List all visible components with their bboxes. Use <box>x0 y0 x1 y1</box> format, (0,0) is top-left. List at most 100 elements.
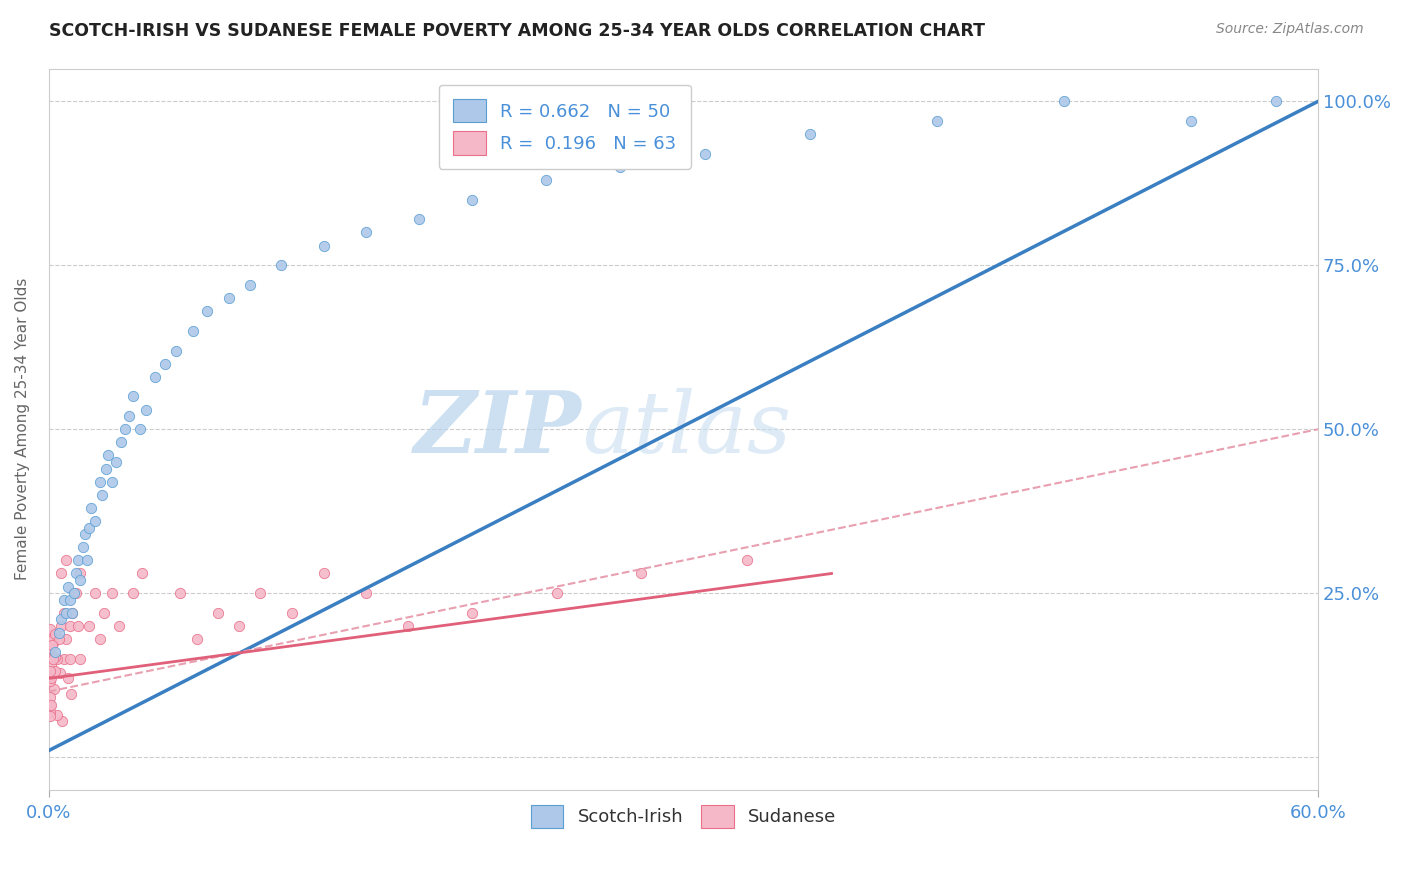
Point <box>408 212 430 227</box>
Point <box>1264 95 1286 109</box>
Point <box>38 690 60 704</box>
Text: ZIP: ZIP <box>413 387 582 471</box>
Point <box>609 160 631 174</box>
Point <box>143 369 166 384</box>
Point <box>228 619 250 633</box>
Point <box>46 652 69 666</box>
Point <box>69 573 91 587</box>
Point <box>118 409 141 423</box>
Point <box>534 173 557 187</box>
Point <box>927 114 949 128</box>
Point <box>44 645 66 659</box>
Point <box>56 580 79 594</box>
Point <box>461 606 484 620</box>
Point <box>67 553 90 567</box>
Point <box>52 606 75 620</box>
Point <box>60 606 83 620</box>
Point <box>80 500 103 515</box>
Point <box>41 629 63 643</box>
Point <box>312 566 335 581</box>
Point <box>60 606 83 620</box>
Point <box>44 664 66 678</box>
Point <box>107 619 129 633</box>
Point <box>42 632 65 646</box>
Point <box>55 553 77 567</box>
Point <box>38 708 60 723</box>
Point <box>59 619 82 633</box>
Point <box>39 664 62 678</box>
Point <box>89 632 111 646</box>
Point <box>101 586 124 600</box>
Point <box>89 475 111 489</box>
Point <box>354 226 377 240</box>
Text: atlas: atlas <box>582 388 792 471</box>
Point <box>1053 95 1076 109</box>
Point <box>546 586 568 600</box>
Point <box>72 541 94 555</box>
Point <box>42 636 65 650</box>
Point <box>39 641 62 656</box>
Point <box>281 606 304 620</box>
Point <box>197 304 219 318</box>
Point <box>270 258 292 272</box>
Point <box>94 461 117 475</box>
Point <box>59 652 82 666</box>
Point <box>44 626 66 640</box>
Point <box>69 652 91 666</box>
Point <box>84 514 107 528</box>
Point <box>39 699 62 714</box>
Point <box>249 586 271 600</box>
Point <box>90 488 112 502</box>
Point <box>354 586 377 600</box>
Point <box>122 389 145 403</box>
Point <box>101 475 124 489</box>
Point <box>46 707 69 722</box>
Point <box>97 449 120 463</box>
Point <box>153 357 176 371</box>
Point <box>218 291 240 305</box>
Point <box>128 422 150 436</box>
Point <box>39 698 62 712</box>
Point <box>76 553 98 567</box>
Point <box>55 606 77 620</box>
Point <box>131 566 153 581</box>
Point <box>84 586 107 600</box>
Point <box>461 193 484 207</box>
Point <box>73 527 96 541</box>
Point <box>165 343 187 358</box>
Point <box>799 127 821 141</box>
Point <box>181 324 204 338</box>
Point <box>135 402 157 417</box>
Point <box>55 632 77 646</box>
Point <box>122 586 145 600</box>
Point <box>114 422 136 436</box>
Point <box>77 619 100 633</box>
Point <box>630 566 652 581</box>
Point <box>1180 114 1202 128</box>
Legend: Scotch-Irish, Sudanese: Scotch-Irish, Sudanese <box>523 797 844 835</box>
Point <box>239 277 262 292</box>
Point <box>51 619 73 633</box>
Point <box>39 622 62 636</box>
Point <box>39 672 62 686</box>
Point <box>51 566 73 581</box>
Point <box>38 652 60 666</box>
Point <box>63 586 86 600</box>
Point <box>38 673 60 688</box>
Point <box>51 714 73 728</box>
Point <box>49 666 72 681</box>
Point <box>186 632 208 646</box>
Point <box>312 238 335 252</box>
Point <box>69 566 91 581</box>
Point <box>105 455 128 469</box>
Point <box>38 668 60 682</box>
Point <box>52 592 75 607</box>
Point <box>693 146 716 161</box>
Point <box>93 606 115 620</box>
Point <box>65 566 87 581</box>
Point <box>735 553 758 567</box>
Point <box>42 652 65 666</box>
Point <box>59 592 82 607</box>
Point <box>77 520 100 534</box>
Text: SCOTCH-IRISH VS SUDANESE FEMALE POVERTY AMONG 25-34 YEAR OLDS CORRELATION CHART: SCOTCH-IRISH VS SUDANESE FEMALE POVERTY … <box>49 22 986 40</box>
